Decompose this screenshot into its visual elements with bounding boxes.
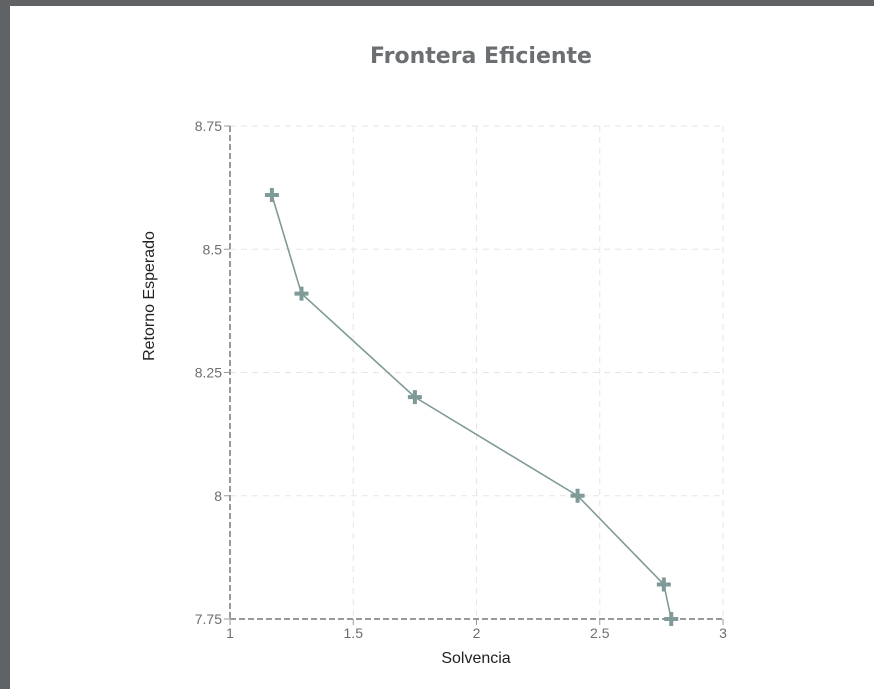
data-point xyxy=(294,286,309,301)
x-tick-labels: 1 1.5 2 2.5 3 xyxy=(226,625,727,641)
data-point xyxy=(570,488,585,503)
grid-lines xyxy=(230,125,724,619)
chart-panel xyxy=(10,6,874,689)
y-tick-label: 8.75 xyxy=(195,118,222,134)
data-point xyxy=(407,390,422,405)
y-tick-label: 8 xyxy=(214,488,222,504)
x-tick-label: 1.5 xyxy=(344,625,364,641)
y-axis-label: Retorno Esperado xyxy=(141,231,158,361)
data-series xyxy=(264,188,679,626)
data-point xyxy=(656,577,671,592)
y-tick-label: 8.5 xyxy=(203,241,223,257)
x-tick-label: 3 xyxy=(719,625,727,641)
axes xyxy=(224,125,724,625)
data-point xyxy=(664,612,679,626)
series-line xyxy=(271,194,673,620)
x-tick-label: 2 xyxy=(473,625,481,641)
y-tick-label: 8.25 xyxy=(195,365,222,381)
x-axis-label: Solvencia xyxy=(441,650,510,667)
y-tick-labels: 7.75 8 8.25 8.5 8.75 xyxy=(195,118,222,627)
data-point xyxy=(264,188,279,203)
chart-title: Frontera Eficiente xyxy=(370,44,592,69)
x-tick-label: 1 xyxy=(226,625,234,641)
y-tick-label: 7.75 xyxy=(195,611,222,627)
x-tick-label: 2.5 xyxy=(590,625,610,641)
